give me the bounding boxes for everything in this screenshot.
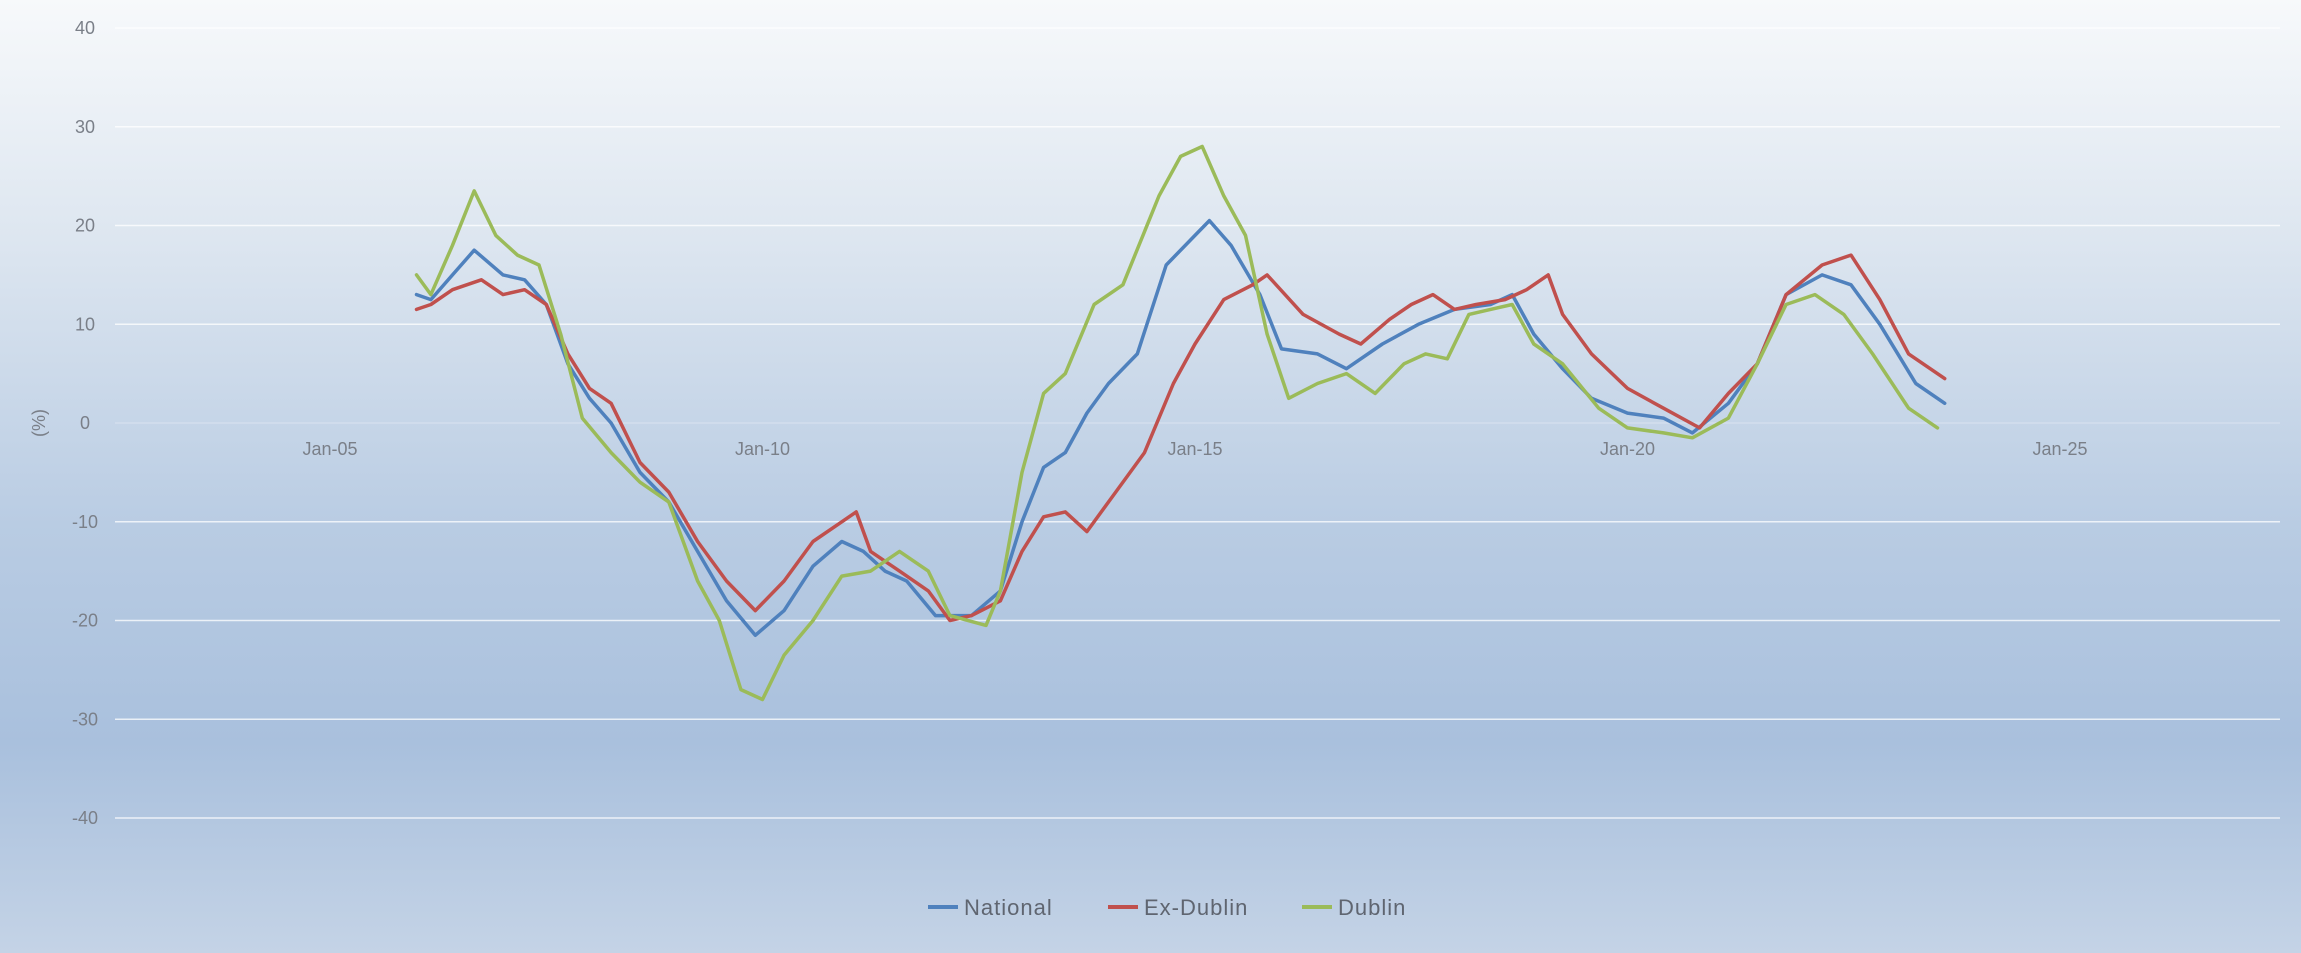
y-tick-label: -40 xyxy=(72,808,98,828)
series-line-national xyxy=(414,218,1947,638)
x-tick-label: Jan-25 xyxy=(2032,439,2087,459)
x-tick-label: Jan-20 xyxy=(1600,439,1655,459)
x-tick-label: Jan-10 xyxy=(735,439,790,459)
legend-label-dublin: Dublin xyxy=(1338,895,1406,920)
y-axis-label: (%) xyxy=(29,409,49,437)
y-tick-label: 40 xyxy=(75,18,95,38)
x-tick-label: Jan-15 xyxy=(1167,439,1222,459)
gridlines xyxy=(115,27,2280,819)
series-line-ex-dublin xyxy=(414,253,1947,623)
series-lines xyxy=(414,144,1947,702)
legend: National Ex-Dublin Dublin xyxy=(928,895,1406,920)
y-tick-label: -10 xyxy=(72,512,98,532)
y-tick-label: 0 xyxy=(80,413,90,433)
y-tick-label: 30 xyxy=(75,117,95,137)
y-tick-label: -30 xyxy=(72,709,98,729)
y-tick-label: 10 xyxy=(75,314,95,334)
series-line-dublin xyxy=(414,144,1940,702)
y-axis-ticks: 40 30 20 10 0 -10 -20 -30 -40 xyxy=(72,18,98,828)
legend-label-ex-dublin: Ex-Dublin xyxy=(1144,895,1248,920)
x-axis-ticks: Jan-05 Jan-10 Jan-15 Jan-20 Jan-25 xyxy=(302,439,2087,459)
y-tick-label: -20 xyxy=(72,611,98,631)
x-tick-label: Jan-05 xyxy=(302,439,357,459)
y-tick-label: 20 xyxy=(75,216,95,236)
legend-label-national: National xyxy=(964,895,1053,920)
